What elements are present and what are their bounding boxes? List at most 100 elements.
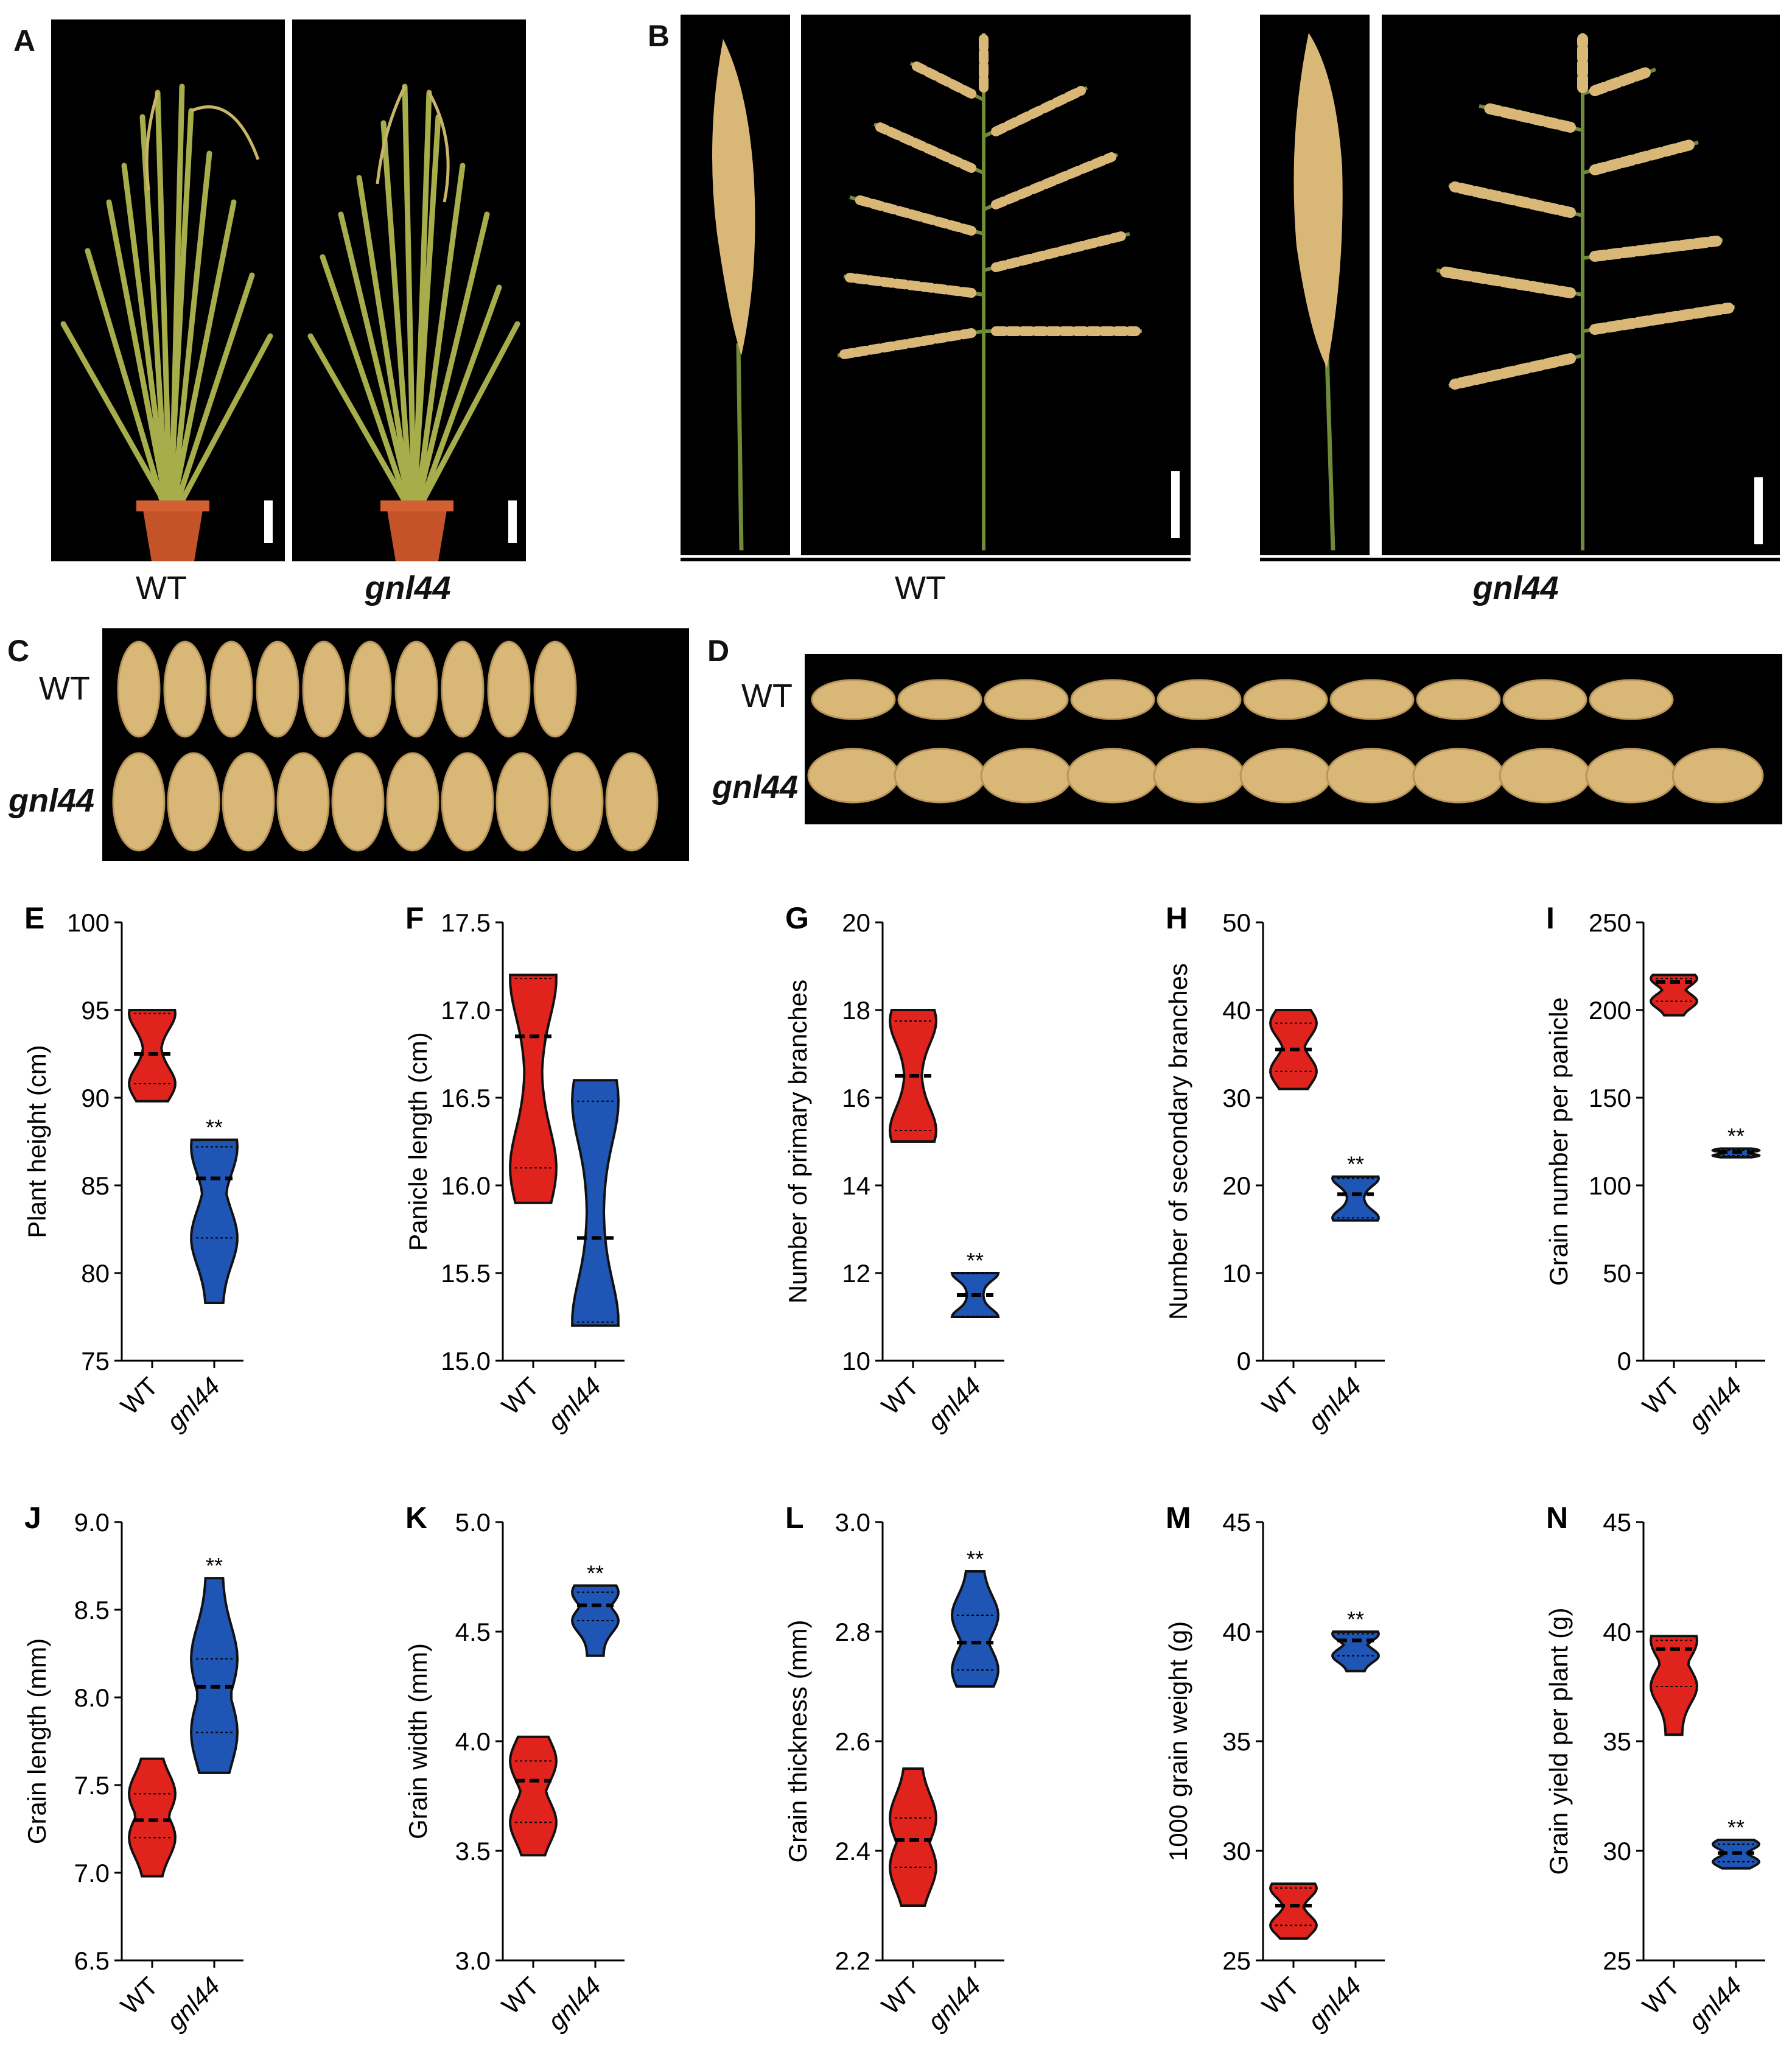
wt-panicle-open-photo (801, 15, 1191, 555)
grain (1329, 679, 1415, 720)
grain (276, 752, 330, 852)
significance-label: ** (1347, 1607, 1364, 1632)
grain-length-photo (805, 654, 1782, 824)
grain (984, 679, 1069, 720)
y-tick-label: 15.5 (441, 1259, 491, 1288)
y-tick-label: 25 (1222, 1946, 1251, 1975)
grain (256, 640, 299, 738)
x-tick-label: gnl44 (542, 1372, 606, 1436)
chart-i: I 0 50 100 150 200 250 Grain number per panicle… (1544, 901, 1765, 1436)
x-tick-label: gnl44 (542, 1971, 606, 2036)
y-tick-label: 12 (842, 1259, 870, 1288)
x-tick-label: WT (876, 1971, 924, 2019)
y-tick-label: 250 (1589, 908, 1631, 937)
caption-gnl44: gnl44 (1472, 570, 1559, 606)
grain (441, 640, 485, 738)
y-tick-label: 4.0 (455, 1727, 491, 1756)
y-tick-label: 40 (1603, 1618, 1631, 1646)
y-tick-label: 5.0 (455, 1508, 491, 1537)
scale-bar (1754, 477, 1763, 544)
gnl44-panicle-closed-photo (1260, 15, 1370, 555)
grain (1502, 679, 1587, 720)
panel-letter-d: D (707, 634, 730, 668)
violin-wt (1649, 1635, 1699, 1736)
y-tick-label: 6.5 (74, 1946, 110, 1975)
y-tick-label: 3.5 (455, 1837, 491, 1865)
y-tick-label: 8.5 (74, 1596, 110, 1624)
panel-letter-a: A (13, 24, 36, 58)
y-axis-label: Grain length (mm) (23, 1638, 51, 1844)
panel-letter: K (405, 1501, 427, 1535)
y-tick-label: 95 (81, 996, 110, 1025)
y-tick-label: 3.0 (835, 1508, 870, 1537)
significance-label: ** (1727, 1815, 1745, 1840)
y-tick-label: 20 (1222, 1171, 1251, 1200)
chart-h: H 0 10 20 30 40 50 Number of secondary branches… (1164, 901, 1385, 1436)
y-tick-label: 40 (1222, 1618, 1251, 1646)
y-tick-label: 3.0 (455, 1946, 491, 1975)
y-tick-label: 40 (1222, 996, 1251, 1025)
x-tick-label: WT (496, 1372, 544, 1420)
x-tick-label: gnl44 (161, 1971, 225, 2036)
grain (222, 752, 275, 852)
scale-bar (1171, 471, 1180, 538)
significance-label: ** (1727, 1124, 1745, 1149)
grain (209, 640, 253, 738)
row-label-gnl44: gnl44 (712, 769, 799, 805)
x-tick-label: gnl44 (922, 1971, 986, 2036)
grain (1416, 679, 1501, 720)
grain (394, 640, 438, 738)
x-tick-label: WT (115, 1971, 163, 2019)
y-tick-label: 16.5 (441, 1084, 491, 1112)
significance-label: ** (1347, 1152, 1364, 1177)
x-tick-label: gnl44 (1302, 1971, 1367, 2036)
y-tick-label: 16.0 (441, 1171, 491, 1200)
grain (441, 752, 494, 852)
significance-label: ** (206, 1553, 223, 1578)
grain (1157, 679, 1242, 720)
y-tick-label: 15.0 (441, 1347, 491, 1375)
violin-wt (509, 1735, 558, 1857)
y-axis-label: Panicle length (cm) (404, 1032, 432, 1251)
y-tick-label: 30 (1603, 1837, 1631, 1865)
y-tick-label: 18 (842, 996, 870, 1025)
y-axis-label: Number of primary branches (783, 980, 812, 1303)
x-tick-label: gnl44 (1682, 1971, 1747, 2036)
x-tick-label: gnl44 (922, 1372, 986, 1436)
row-label-wt: WT (741, 678, 793, 714)
y-tick-label: 2.6 (835, 1727, 870, 1756)
y-tick-label: 7.0 (74, 1859, 110, 1887)
grain (897, 679, 982, 720)
grain (167, 752, 220, 852)
grain (811, 679, 896, 720)
panel-letter: M (1166, 1501, 1191, 1535)
y-tick-label: 35 (1603, 1727, 1631, 1756)
y-tick-label: 2.8 (835, 1618, 870, 1646)
violin-wt (128, 1757, 177, 1878)
panel-letter: G (785, 901, 809, 935)
x-tick-label: WT (1256, 1971, 1304, 2019)
y-tick-label: 90 (81, 1084, 110, 1112)
gnl44-group-line (1260, 558, 1780, 561)
wt-group-line (681, 558, 1191, 561)
caption-gnl44: gnl44 (365, 570, 451, 606)
y-tick-label: 4.5 (455, 1618, 491, 1646)
violin-gnl44 (951, 1570, 999, 1688)
wt-plant-photo (51, 19, 285, 561)
x-tick-label: WT (496, 1971, 544, 2019)
violin-gnl44 (1331, 1630, 1380, 1672)
y-tick-label: 2.2 (835, 1946, 870, 1975)
y-axis-label: Plant height (cm) (23, 1045, 51, 1238)
violin-wt (1649, 974, 1699, 1017)
caption-wt: WT (895, 570, 946, 606)
x-tick-label: gnl44 (161, 1372, 225, 1436)
significance-label: ** (587, 1560, 604, 1585)
y-tick-label: 45 (1603, 1508, 1631, 1537)
row-label-wt: WT (39, 670, 90, 707)
y-tick-label: 10 (1222, 1259, 1251, 1288)
grain (163, 640, 207, 738)
y-tick-label: 30 (1222, 1837, 1251, 1865)
